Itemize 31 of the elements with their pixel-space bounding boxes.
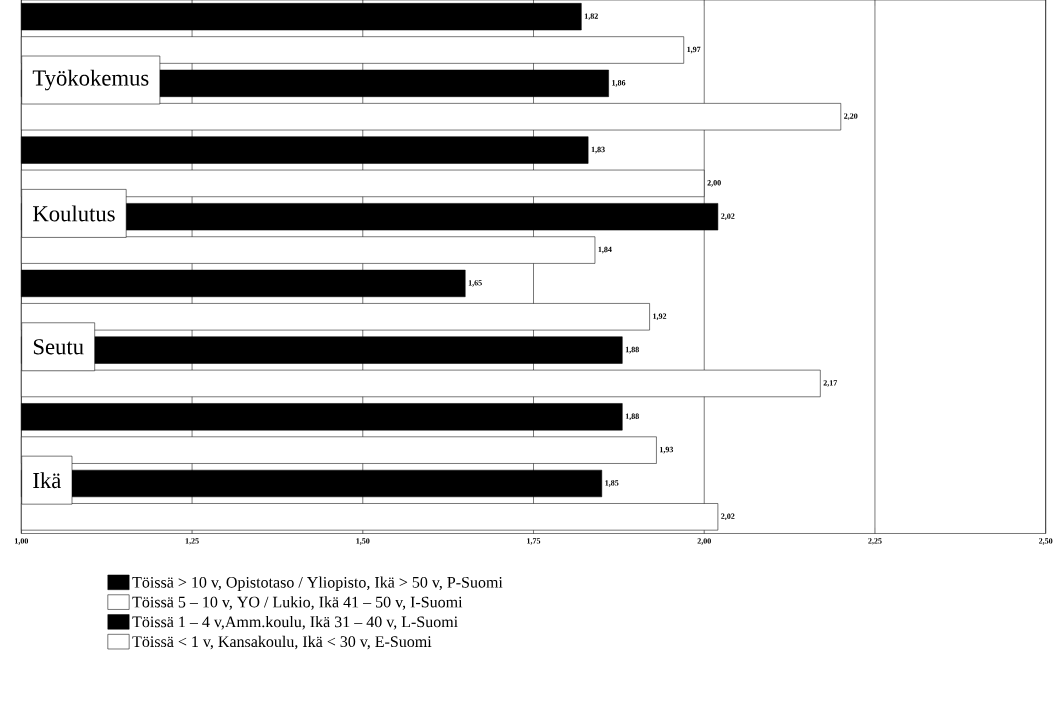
x-tick-label: 2,00 [697,538,711,545]
data-label: 2,00 [707,180,721,187]
legend-label: Töissä > 10 v, Opistotaso / Yliopisto, Ikä > 50 v, P-Suomi [132,576,503,592]
data-label: 1,83 [591,146,605,154]
data-label: 1,84 [598,247,612,254]
legend-label: Töissä 5 – 10 v, YO / Lukio, Ikä 41 – 50 v, I-Suomi [132,596,463,611]
x-tick-label: 1,50 [356,538,370,545]
data-label: 1,85 [605,480,619,487]
x-tick-label: 1,00 [14,538,29,545]
legend-label: Töissä < 1 v, Kansakoulu, Ikä < 30 v, E-Suomi [132,635,432,650]
legend-label: Töissä 1 – 4 v,Amm.koulu, Ikä 31 – 40 v, L-Suomi [132,616,458,630]
x-tick-label: 2,50 [1039,538,1053,545]
y-tick-label: Ikä [33,472,62,489]
data-label: 2,20 [844,113,858,121]
y-tick-label: Koulutus [33,205,115,222]
data-label: 2,02 [721,213,735,221]
y-tick-label: Seutu [33,339,84,355]
y-tick-label: Työkokemus [32,69,149,91]
data-label: 1,82 [584,13,598,21]
x-tick-label: 2,25 [868,538,882,545]
data-label: 1,86 [612,80,626,87]
data-label: 2,02 [721,513,735,521]
data-label: 1,97 [687,46,701,54]
data-label: 1,93 [660,447,674,454]
data-label: 1,65 [468,280,482,287]
data-label: 1,88 [625,347,639,354]
x-tick-label: 1,75 [527,538,541,545]
x-tick-label: 1,25 [185,538,199,545]
data-label: 1,88 [625,413,639,421]
data-label: 1,92 [653,313,667,321]
data-label: 2,17 [823,380,838,387]
